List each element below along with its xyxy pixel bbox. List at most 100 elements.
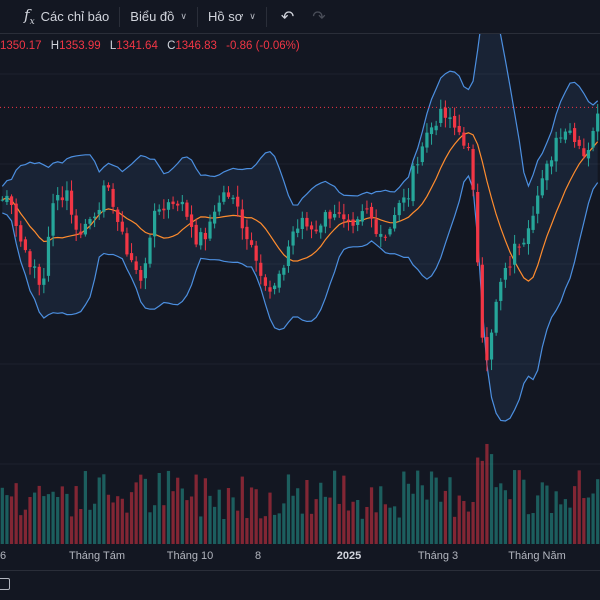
candle-body — [471, 149, 475, 190]
candle-body — [42, 278, 46, 285]
volume-bar — [259, 518, 263, 544]
volume-bar — [79, 508, 83, 544]
candle-body — [208, 221, 212, 239]
volume-bar — [503, 490, 507, 544]
volume-bar — [586, 497, 591, 544]
volume-bar — [480, 460, 484, 544]
indicators-button[interactable]: fx Các chỉ báo — [18, 4, 115, 30]
candle-body — [420, 146, 424, 163]
volume-bar — [425, 499, 429, 544]
price-chart[interactable] — [0, 34, 600, 544]
volume-bar — [249, 487, 254, 544]
candle-body — [416, 164, 420, 166]
calendar-icon[interactable] — [0, 578, 10, 590]
candle-body — [323, 212, 327, 227]
toolbar-divider — [265, 6, 267, 27]
volume-bar — [383, 504, 387, 544]
volume-bar — [577, 470, 581, 544]
candle-body — [88, 219, 92, 224]
volume-bar — [236, 510, 240, 544]
volume-bar — [453, 516, 457, 544]
volume-bar — [337, 503, 341, 544]
volume-bar — [203, 478, 207, 544]
candle-body — [259, 262, 263, 276]
candle-body — [333, 213, 337, 218]
candle-body — [522, 242, 526, 245]
volume-bar — [296, 488, 300, 544]
volume-bar — [97, 477, 101, 544]
volume-bar — [388, 507, 392, 544]
candle-body — [14, 203, 18, 226]
close-value: 1346.83 — [175, 40, 217, 52]
candle-body — [222, 192, 226, 202]
volume-bar — [9, 496, 14, 544]
volume-bar — [314, 499, 318, 544]
candle-body — [226, 192, 231, 197]
volume-bar — [416, 470, 420, 544]
volume-bar — [208, 495, 212, 544]
volume-bar — [536, 495, 540, 544]
candle-body — [291, 231, 295, 246]
candle-body — [213, 211, 217, 224]
candle-body — [508, 266, 512, 268]
volume-bar — [240, 476, 244, 544]
volume-bar — [148, 512, 152, 544]
candle-body — [577, 139, 581, 146]
undo-button[interactable]: ↶ — [275, 4, 300, 30]
volume-bar — [494, 487, 498, 544]
volume-bar — [5, 495, 9, 544]
profile-menu-label: Hồ sơ — [207, 9, 244, 24]
redo-button[interactable]: ↷ — [306, 4, 331, 30]
volume-bar — [522, 479, 526, 544]
candle-body — [23, 239, 27, 251]
volume-bar — [176, 477, 180, 544]
candle-body — [568, 130, 572, 133]
ohlc-legend: 1350.17 H1353.99 L1341.64 C1346.83 -0.86… — [0, 40, 300, 56]
candle-body — [56, 195, 60, 201]
chart-menu-label: Biểu đồ — [130, 9, 175, 24]
volume-bar — [466, 511, 471, 544]
volume-bar — [526, 514, 531, 544]
volume-bar — [319, 482, 323, 544]
volume-bar — [88, 509, 92, 544]
volume-bar — [346, 510, 351, 544]
candle-body — [545, 163, 549, 181]
volume-bar — [129, 492, 134, 544]
candle-body — [489, 332, 494, 360]
volume-bar — [19, 515, 23, 544]
volume-bar — [439, 501, 443, 544]
volume-bar — [448, 477, 452, 544]
candle-body — [563, 131, 567, 140]
profile-menu-button[interactable]: Hồ sơ ∨ — [202, 4, 262, 30]
chart-menu-button[interactable]: Biểu đồ ∨ — [124, 4, 193, 30]
bollinger-lower-line — [2, 174, 599, 422]
candle-body — [74, 215, 78, 230]
candle-body — [346, 219, 351, 222]
volume-bar — [222, 518, 226, 544]
volume-bar — [554, 491, 558, 544]
volume-bar — [125, 512, 129, 544]
candle-body — [425, 132, 429, 148]
candle-body — [217, 202, 221, 212]
candle-body — [573, 128, 577, 143]
candle-body — [268, 287, 272, 292]
candle-body — [457, 125, 461, 133]
volume-bar — [517, 470, 521, 544]
time-axis-label: 6 — [0, 550, 7, 562]
candle-body — [277, 273, 281, 288]
volume-bar — [74, 486, 78, 544]
volume-bar — [277, 513, 281, 544]
candle-body — [411, 165, 415, 202]
time-axis-label: 2025 — [336, 550, 362, 562]
volume-bar — [153, 505, 157, 544]
volume-bar — [379, 486, 383, 544]
candle-body — [134, 261, 138, 270]
redo-icon: ↷ — [312, 8, 326, 26]
time-axis[interactable]: 6 Tháng Tám Tháng 10 8 2025 Tháng 3 Thán… — [0, 544, 600, 568]
candle-body — [369, 206, 374, 219]
volume-bar — [300, 513, 304, 544]
top-toolbar: fx Các chỉ báo Biểu đồ ∨ Hồ sơ ∨ ↶ ↷ — [0, 0, 600, 34]
open-value: 1350.17 — [0, 40, 42, 52]
volume-bar — [69, 516, 74, 544]
volume-bar — [286, 474, 291, 544]
